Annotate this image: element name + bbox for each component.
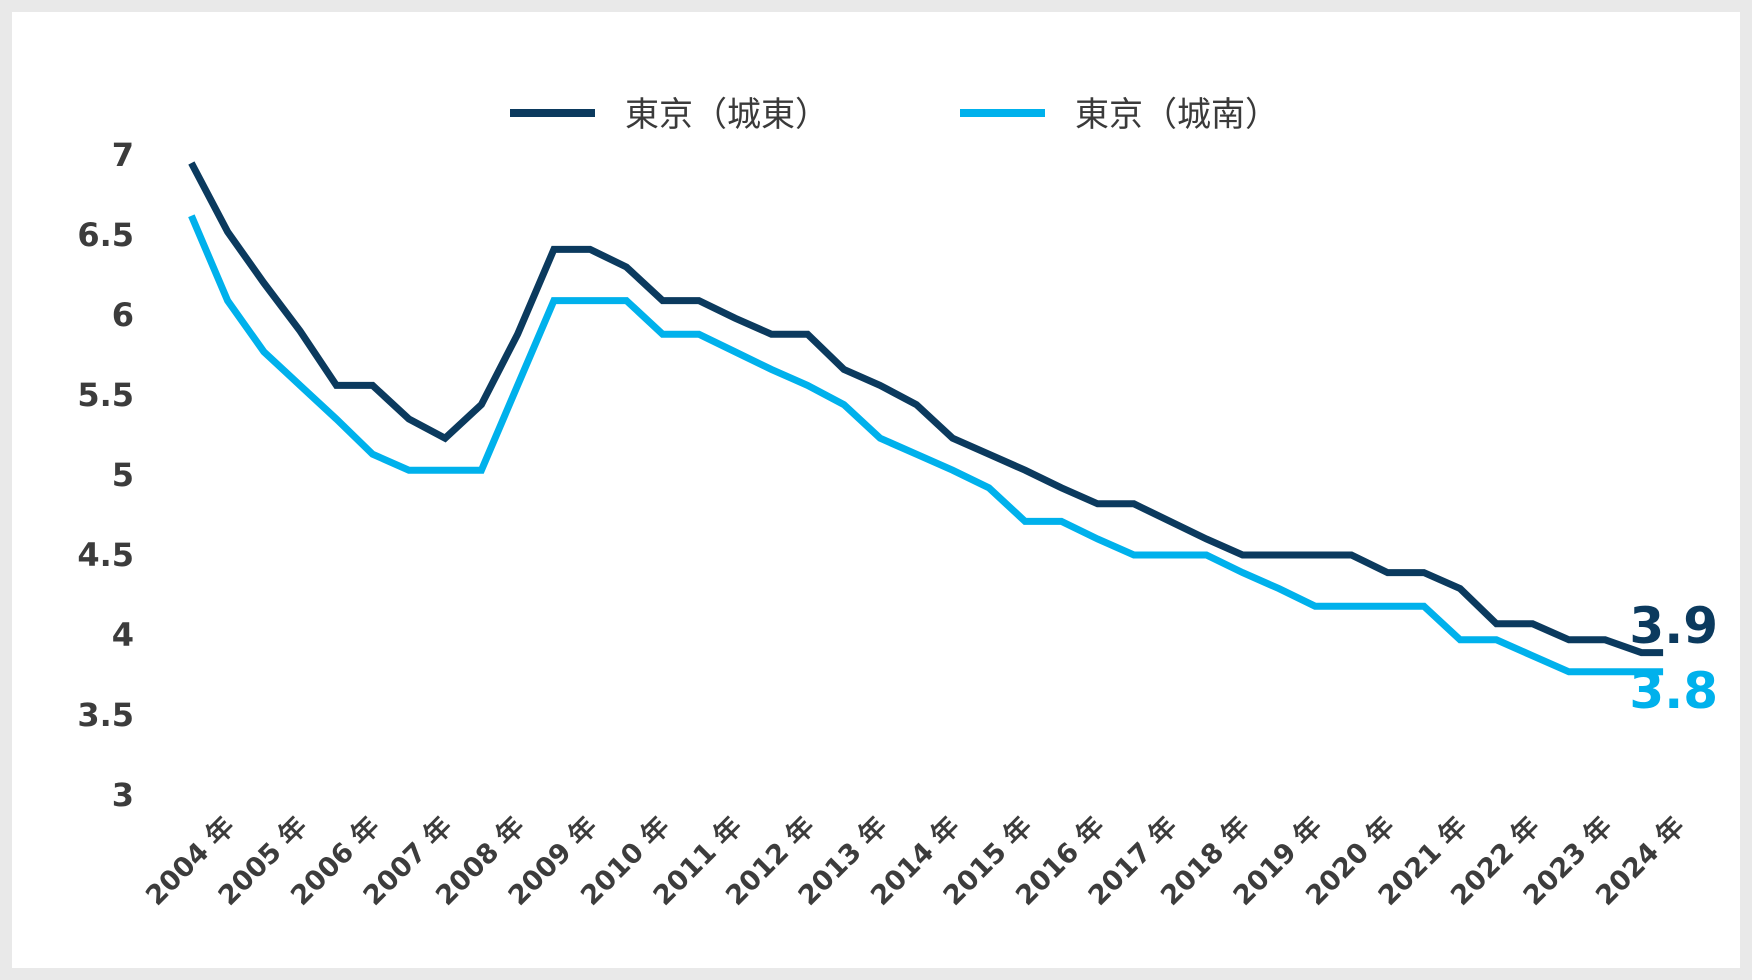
y-tick-label: 6	[112, 296, 134, 334]
y-tick-label: 4	[112, 616, 134, 654]
legend-label-2: 東京（城南）	[1075, 95, 1279, 135]
y-tick-label: 4.5	[77, 536, 134, 574]
y-tick-label: 7	[112, 136, 134, 174]
legend-label-1: 東京（城東）	[625, 95, 829, 135]
y-tick-label: 5	[112, 456, 134, 494]
series-lines	[188, 161, 1664, 676]
end-labels: 3.93.8	[1629, 597, 1718, 720]
end-value-label-2: 3.8	[1629, 662, 1718, 720]
y-tick-label: 3.5	[77, 696, 134, 734]
end-value-label-1: 3.9	[1629, 597, 1718, 655]
legend: 東京（城東） 東京（城南）	[510, 95, 1279, 135]
y-axis-ticks: 7 6.5 6 5.5 5 4.5 4 3.5 3	[77, 136, 134, 814]
series-line-1	[188, 161, 1664, 657]
y-tick-label: 3	[112, 776, 134, 814]
y-tick-label: 6.5	[77, 216, 134, 254]
series-line-2	[188, 214, 1664, 676]
y-tick-label: 5.5	[77, 376, 134, 414]
chart-background	[12, 12, 1740, 968]
